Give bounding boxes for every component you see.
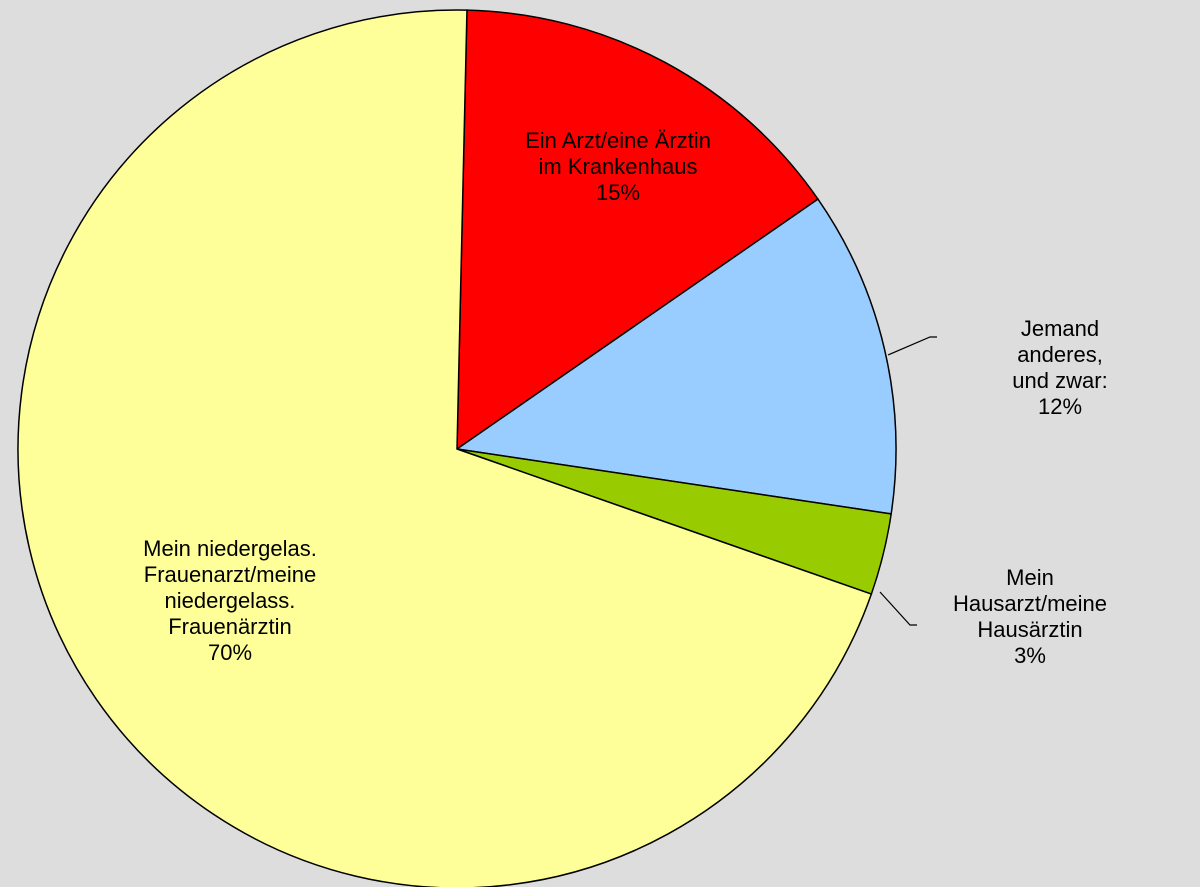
value-label: 12% bbox=[1037, 394, 1083, 419]
slice-label: Jemand anderes, und zwar: 12% bbox=[990, 316, 1130, 420]
value-label: 70% bbox=[207, 640, 253, 665]
category-label: Mein niedergelas. Frauenarzt/meine niede… bbox=[143, 536, 317, 639]
value-label: 15% bbox=[595, 180, 641, 205]
slice-label: Ein Arzt/eine Ärztin im Krankenhaus 15% bbox=[525, 128, 711, 206]
pie-slice bbox=[456, 9, 819, 451]
slice-label: Mein Hausarzt/meine Hausärztin 3% bbox=[953, 565, 1107, 669]
value-label: 3% bbox=[1014, 643, 1046, 668]
category-label: Jemand anderes, und zwar: bbox=[1012, 316, 1108, 393]
leader-line bbox=[887, 336, 937, 356]
category-label: Ein Arzt/eine Ärztin im Krankenhaus bbox=[525, 128, 711, 179]
category-label: Mein Hausarzt/meine Hausärztin bbox=[952, 565, 1108, 642]
slice-label: Mein niedergelas. Frauenarzt/meine niede… bbox=[143, 536, 317, 666]
leader-line bbox=[879, 591, 917, 626]
pie-slice bbox=[17, 9, 873, 887]
pie-slice bbox=[455, 198, 897, 515]
